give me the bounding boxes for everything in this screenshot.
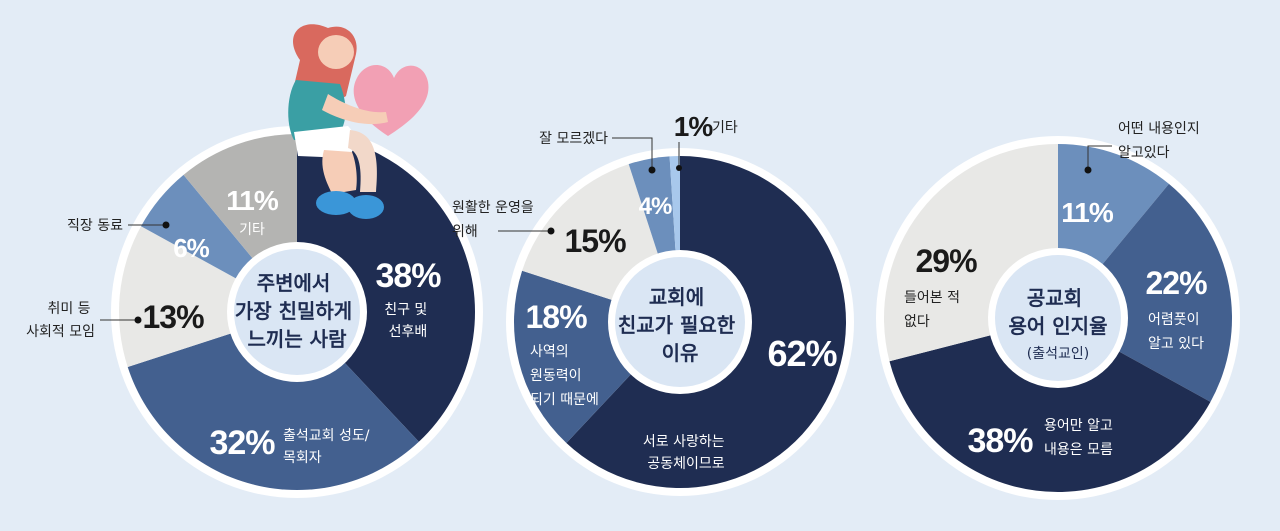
donut-chart-term-awareness: 공교회 용어 인지율 (출석교인) 11% 어떤 내용인지 알고있다 22% 어… [876, 121, 1240, 500]
pct-coworkers: 6% [173, 233, 209, 263]
pct-vaguely-know: 22% [1145, 265, 1207, 301]
center-inner [234, 249, 360, 375]
leader-dot-smooth-operation [547, 227, 555, 235]
shoe-right [348, 195, 384, 219]
label-not-sure: 잘 모르겠다 [539, 131, 608, 147]
pct-know-content: 11% [1061, 197, 1114, 228]
torso-shape [288, 80, 346, 142]
leader-dot-other [676, 165, 682, 171]
label-smooth-operation: 원활한 운영을 위해 [452, 200, 538, 240]
label-friends: 친구 및 선후배 [384, 302, 432, 340]
legs-back-shape [348, 130, 377, 192]
label-vaguely-know: 어렴풋이 알고 있다 [1148, 312, 1204, 352]
label-ministry-drive: 사역의 원동력이 되기 때문에 [530, 344, 599, 408]
slice-vaguely-know [1058, 183, 1233, 402]
leader-know-content [1087, 145, 1112, 168]
leader-dot-coworkers [162, 221, 170, 229]
leader-dot-hobby-groups [134, 316, 142, 324]
pct-ministry-drive: 18% [525, 299, 587, 335]
pct-friends: 38% [375, 257, 441, 295]
label-other: 기타 [239, 222, 265, 238]
center-inner [615, 257, 745, 387]
label-never-heard: 들어본 적 없다 [904, 290, 964, 330]
pct-not-sure: 4% [639, 193, 672, 220]
pct-term-only: 38% [967, 422, 1033, 460]
label-coworkers: 직장 동료 [67, 218, 123, 234]
shoe-left [316, 191, 356, 215]
label-hobby-groups: 취미 등 사회적 모임 [26, 301, 95, 340]
center-title: 교회에 친교가 필요한 이유 [618, 285, 742, 365]
slice-church-members [127, 312, 419, 491]
leader-dot-not-sure [648, 166, 656, 174]
slice-term-only [889, 318, 1211, 493]
label-church-members: 출석교회 성도/ 목회자 [283, 428, 374, 466]
legs-shape [322, 150, 357, 194]
arm-shape [322, 94, 388, 125]
leader-not-sure [612, 137, 653, 168]
label-know-content: 어떤 내용인지 알고있다 [1118, 121, 1204, 161]
pct-other: 11% [226, 185, 279, 216]
pct-never-heard: 29% [915, 243, 977, 279]
pct-smooth-operation: 15% [564, 223, 626, 259]
center-title: 공교회 용어 인지율 [1009, 286, 1108, 338]
pct-other: 1% [674, 111, 714, 142]
label-loving-community: 서로 사랑하는 공동체이므로 [643, 434, 729, 472]
pct-church-members: 32% [209, 424, 275, 462]
pct-hobby-groups: 13% [142, 299, 204, 335]
label-term-only: 용어만 알고 내용은 모름 [1044, 418, 1117, 458]
girl-heart-illustration [288, 24, 429, 219]
center-inner [995, 255, 1121, 381]
leader-dot-know-content [1084, 166, 1092, 174]
center-subtitle: (출석교인) [1027, 346, 1089, 362]
donut-chart-fellowship-reasons: 교회에 친교가 필요한 이유 62% 서로 사랑하는 공동체이므로 18% 사역… [452, 111, 854, 496]
center-title: 주변에서 가장 친밀하게 느끼는 사람 [235, 271, 359, 351]
face-shape [318, 35, 354, 69]
slice-hobby-groups [118, 226, 298, 368]
label-other: 기타 [712, 120, 738, 136]
shorts-shape [294, 126, 355, 158]
pct-loving-community: 62% [767, 333, 837, 374]
